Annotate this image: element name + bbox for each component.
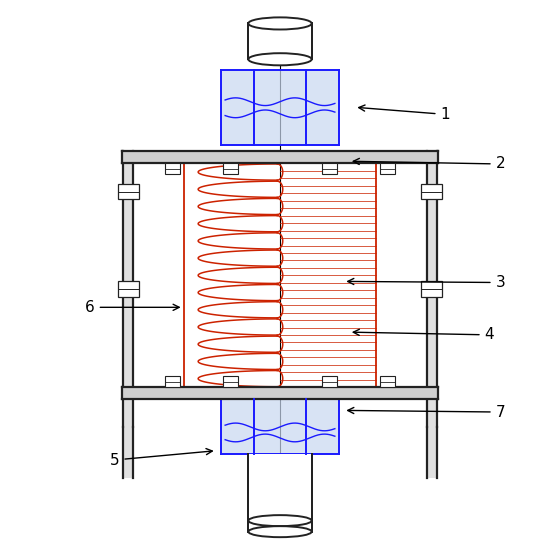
Bar bbox=[427, 151, 437, 427]
Ellipse shape bbox=[248, 53, 312, 65]
Text: 3: 3 bbox=[348, 275, 505, 290]
Bar bbox=[123, 427, 133, 478]
Text: 4: 4 bbox=[353, 327, 494, 342]
Bar bbox=[221, 399, 339, 454]
Bar bbox=[165, 376, 180, 387]
Ellipse shape bbox=[248, 526, 312, 537]
Bar bbox=[323, 376, 337, 387]
Text: 1: 1 bbox=[359, 105, 450, 122]
Bar bbox=[223, 163, 237, 175]
Bar bbox=[248, 23, 312, 59]
Bar bbox=[427, 427, 437, 478]
Text: 2: 2 bbox=[353, 156, 505, 172]
Bar bbox=[421, 281, 442, 297]
Bar bbox=[421, 184, 442, 199]
Bar bbox=[165, 163, 180, 175]
Bar bbox=[380, 163, 395, 175]
Bar bbox=[380, 376, 395, 387]
Bar bbox=[323, 163, 337, 175]
Bar bbox=[123, 151, 133, 427]
Bar bbox=[118, 281, 139, 297]
Text: 6: 6 bbox=[85, 300, 179, 315]
Bar bbox=[122, 387, 438, 399]
Ellipse shape bbox=[248, 515, 312, 526]
Bar bbox=[118, 184, 139, 199]
Bar bbox=[248, 454, 312, 531]
Bar bbox=[221, 70, 339, 145]
Bar bbox=[122, 151, 438, 163]
Ellipse shape bbox=[248, 17, 312, 29]
Bar bbox=[223, 376, 237, 387]
Text: 7: 7 bbox=[348, 404, 505, 419]
Text: 5: 5 bbox=[110, 449, 212, 468]
